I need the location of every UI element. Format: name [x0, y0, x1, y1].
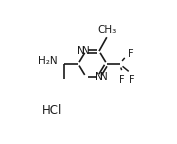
Text: N: N: [82, 46, 90, 56]
Text: N: N: [95, 72, 103, 82]
Text: N: N: [77, 46, 85, 56]
Text: N: N: [100, 72, 107, 82]
Text: H₂N: H₂N: [38, 56, 58, 66]
Text: F: F: [129, 75, 135, 85]
Text: CH₃: CH₃: [97, 25, 116, 35]
Text: F: F: [128, 49, 134, 59]
Text: HCl: HCl: [42, 105, 62, 118]
Text: F: F: [119, 75, 124, 85]
